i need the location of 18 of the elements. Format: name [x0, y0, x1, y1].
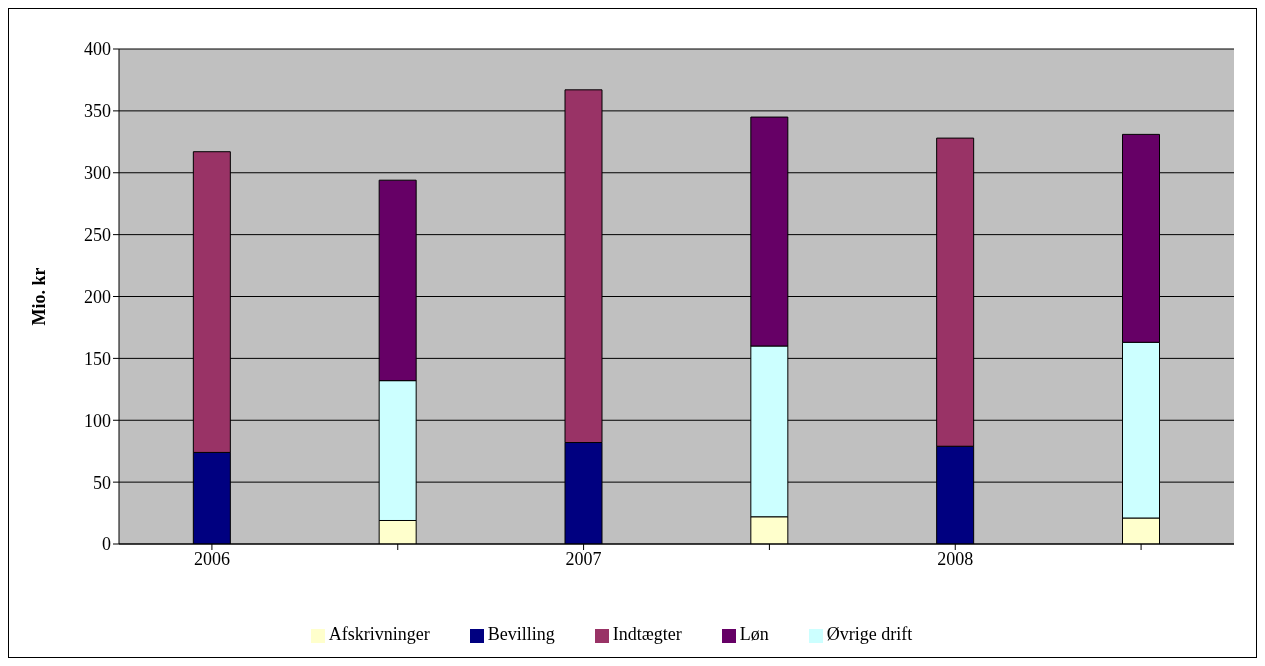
legend-label: Øvrige drift: [826, 624, 913, 644]
y-tick-label: 200: [84, 286, 111, 307]
x-tick-label: 2006: [193, 548, 230, 569]
y-tick-label: 0: [102, 534, 111, 555]
y-tick-label: 350: [84, 101, 111, 122]
y-tick-label: 150: [84, 348, 111, 369]
legend-label: Indtægter: [612, 624, 682, 644]
y-tick-label: 300: [84, 163, 111, 184]
legend-label: Løn: [739, 624, 769, 644]
x-tick-label: 2008: [937, 548, 974, 569]
y-axis-title: Mio. kr: [29, 267, 50, 326]
y-tick-label: 400: [84, 39, 111, 60]
legend-label: Afskrivninger: [328, 624, 430, 644]
y-tick-label: 250: [84, 225, 111, 246]
legend-label: Bevilling: [487, 624, 555, 644]
y-tick-label: 50: [93, 472, 111, 493]
y-tick-label: 100: [84, 410, 111, 431]
x-tick-label: 2007: [565, 548, 602, 569]
